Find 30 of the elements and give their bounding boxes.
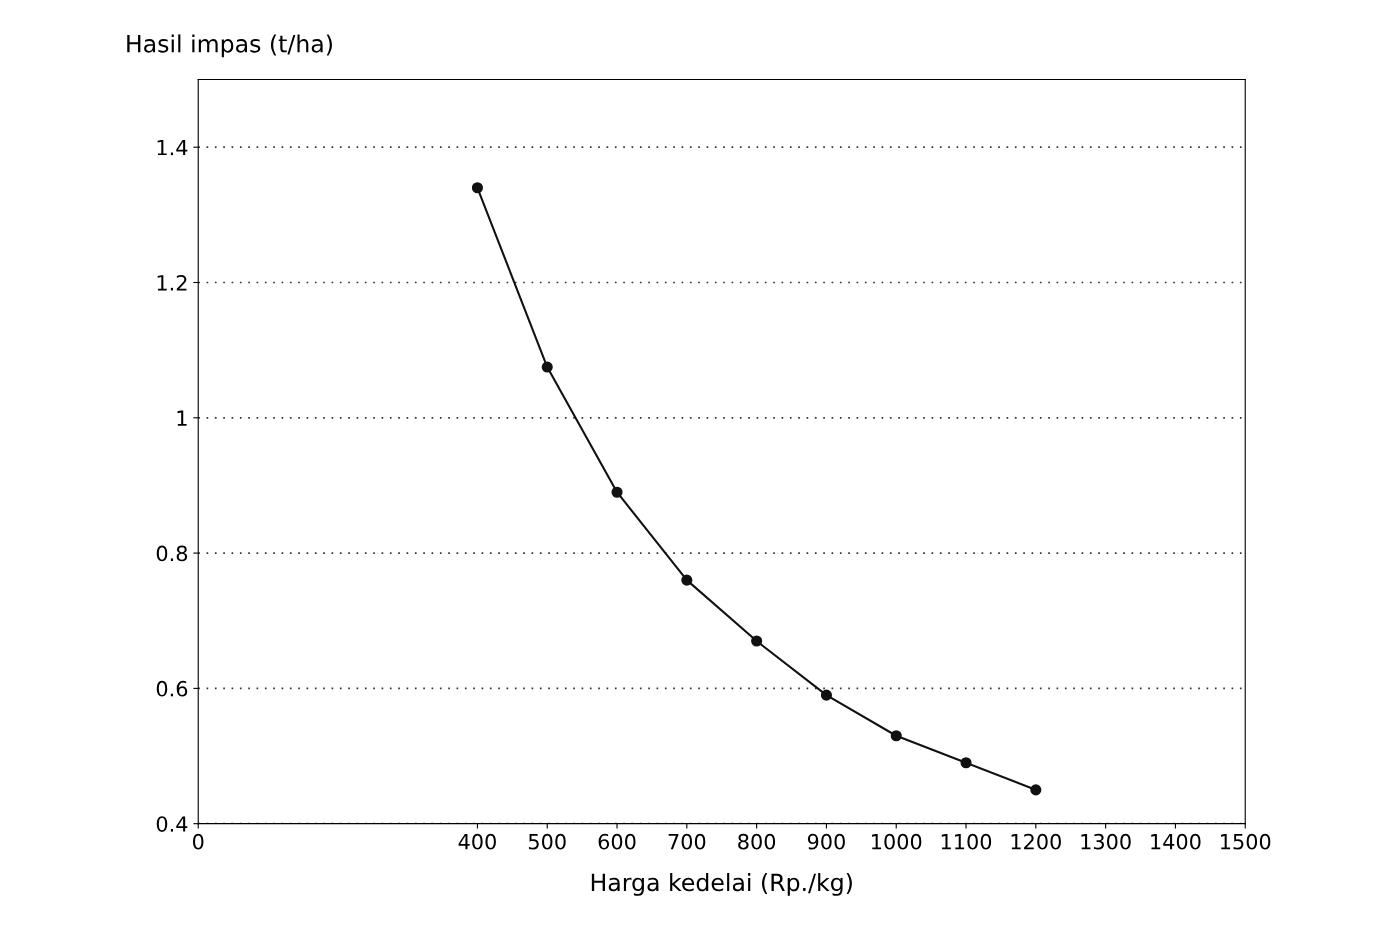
y-tick-label: 0.8 [156,545,188,562]
x-tick-label: 500 [528,833,566,850]
point [1030,784,1042,796]
x-tick-label: 0 [192,833,204,850]
y-tick-label: 1.2 [157,274,187,291]
point [681,574,693,586]
x-tick-label: 1400 [1151,833,1201,850]
x-tick-label: 600 [598,833,636,850]
y-tick-label: 1.4 [157,139,188,156]
point [751,635,763,647]
x-tick-label: 1000 [872,833,922,850]
point [820,689,832,701]
point [471,182,483,194]
y-tick-label: 0.6 [156,680,188,697]
x-axis-title: Harga kedelai (Rp./kg) [591,873,852,896]
x-tick-label: 800 [738,833,776,850]
point [541,361,553,373]
x-tick-label: 400 [458,833,496,850]
x-tick-label: 900 [807,833,845,850]
y-tick-label: 1 [177,410,187,426]
x-tick-label: 1500 [1221,833,1271,850]
y-axis-title: Hasil impas (t/ha) [127,34,332,58]
point [611,486,623,498]
x-tick-label: 1100 [941,833,992,850]
x-tick-label: 700 [668,833,706,850]
point [960,757,972,769]
x-tick-label: 1300 [1081,833,1131,850]
point [890,730,902,742]
y-tick-label: 0.4 [156,816,188,832]
x-tick-label: 1200 [1011,833,1061,850]
